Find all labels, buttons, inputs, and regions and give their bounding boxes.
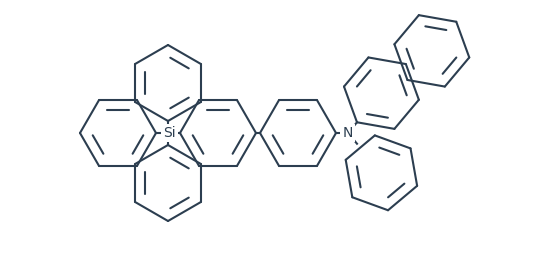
Text: Si: Si xyxy=(163,126,176,140)
Text: N: N xyxy=(342,126,352,140)
